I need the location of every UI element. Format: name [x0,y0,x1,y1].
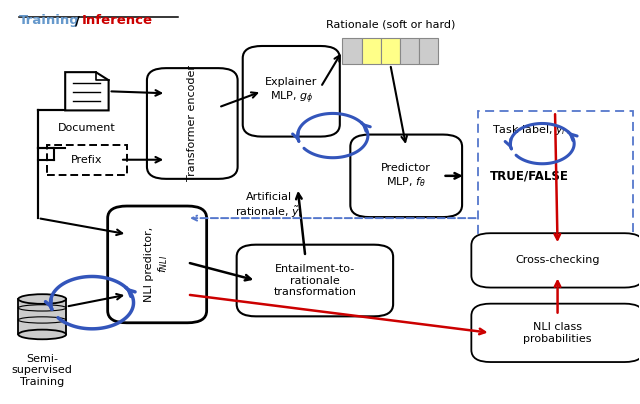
Bar [400,38,419,64]
Text: /: / [75,14,80,27]
Text: Document: Document [58,123,116,133]
Text: Inference: Inference [82,14,153,27]
Text: Rationale (soft or hard): Rationale (soft or hard) [326,19,455,29]
Bar [419,38,438,64]
Bar [381,38,400,64]
Text: Entailment-to-
rationale
transformation: Entailment-to- rationale transformation [273,264,356,297]
Text: Predictor
MLP, $f_\theta$: Predictor MLP, $f_\theta$ [381,163,431,189]
FancyBboxPatch shape [108,206,207,323]
Ellipse shape [19,330,66,339]
FancyBboxPatch shape [147,68,237,179]
Text: Explainer
MLP, $g_\phi$: Explainer MLP, $g_\phi$ [265,77,317,105]
Text: NLI predictor,
$f_{NLI}$: NLI predictor, $f_{NLI}$ [144,227,170,302]
FancyBboxPatch shape [471,233,640,288]
Bar [362,38,381,64]
Text: NLI class
probabilities: NLI class probabilities [524,322,592,344]
Bar [19,299,66,335]
Polygon shape [65,72,109,110]
FancyBboxPatch shape [471,304,640,362]
Text: Cross-checking: Cross-checking [515,255,600,265]
FancyBboxPatch shape [243,46,340,137]
FancyBboxPatch shape [350,135,462,217]
Bar [478,112,633,236]
Text: Artificial
rationale, $\tilde{y}_i$: Artificial rationale, $\tilde{y}_i$ [236,192,303,220]
Text: Task label, $y_i$: Task label, $y_i$ [492,122,566,137]
Text: TRUE/FALSE: TRUE/FALSE [490,169,569,182]
Text: Training: Training [19,14,80,27]
Ellipse shape [19,294,66,304]
Text: Semi-
supervised
Training: Semi- supervised Training [12,354,73,387]
FancyBboxPatch shape [237,245,393,316]
Text: Transformer encoder: Transformer encoder [188,65,197,181]
FancyBboxPatch shape [47,145,127,175]
Text: Prefix: Prefix [71,155,102,165]
Bar [342,38,362,64]
